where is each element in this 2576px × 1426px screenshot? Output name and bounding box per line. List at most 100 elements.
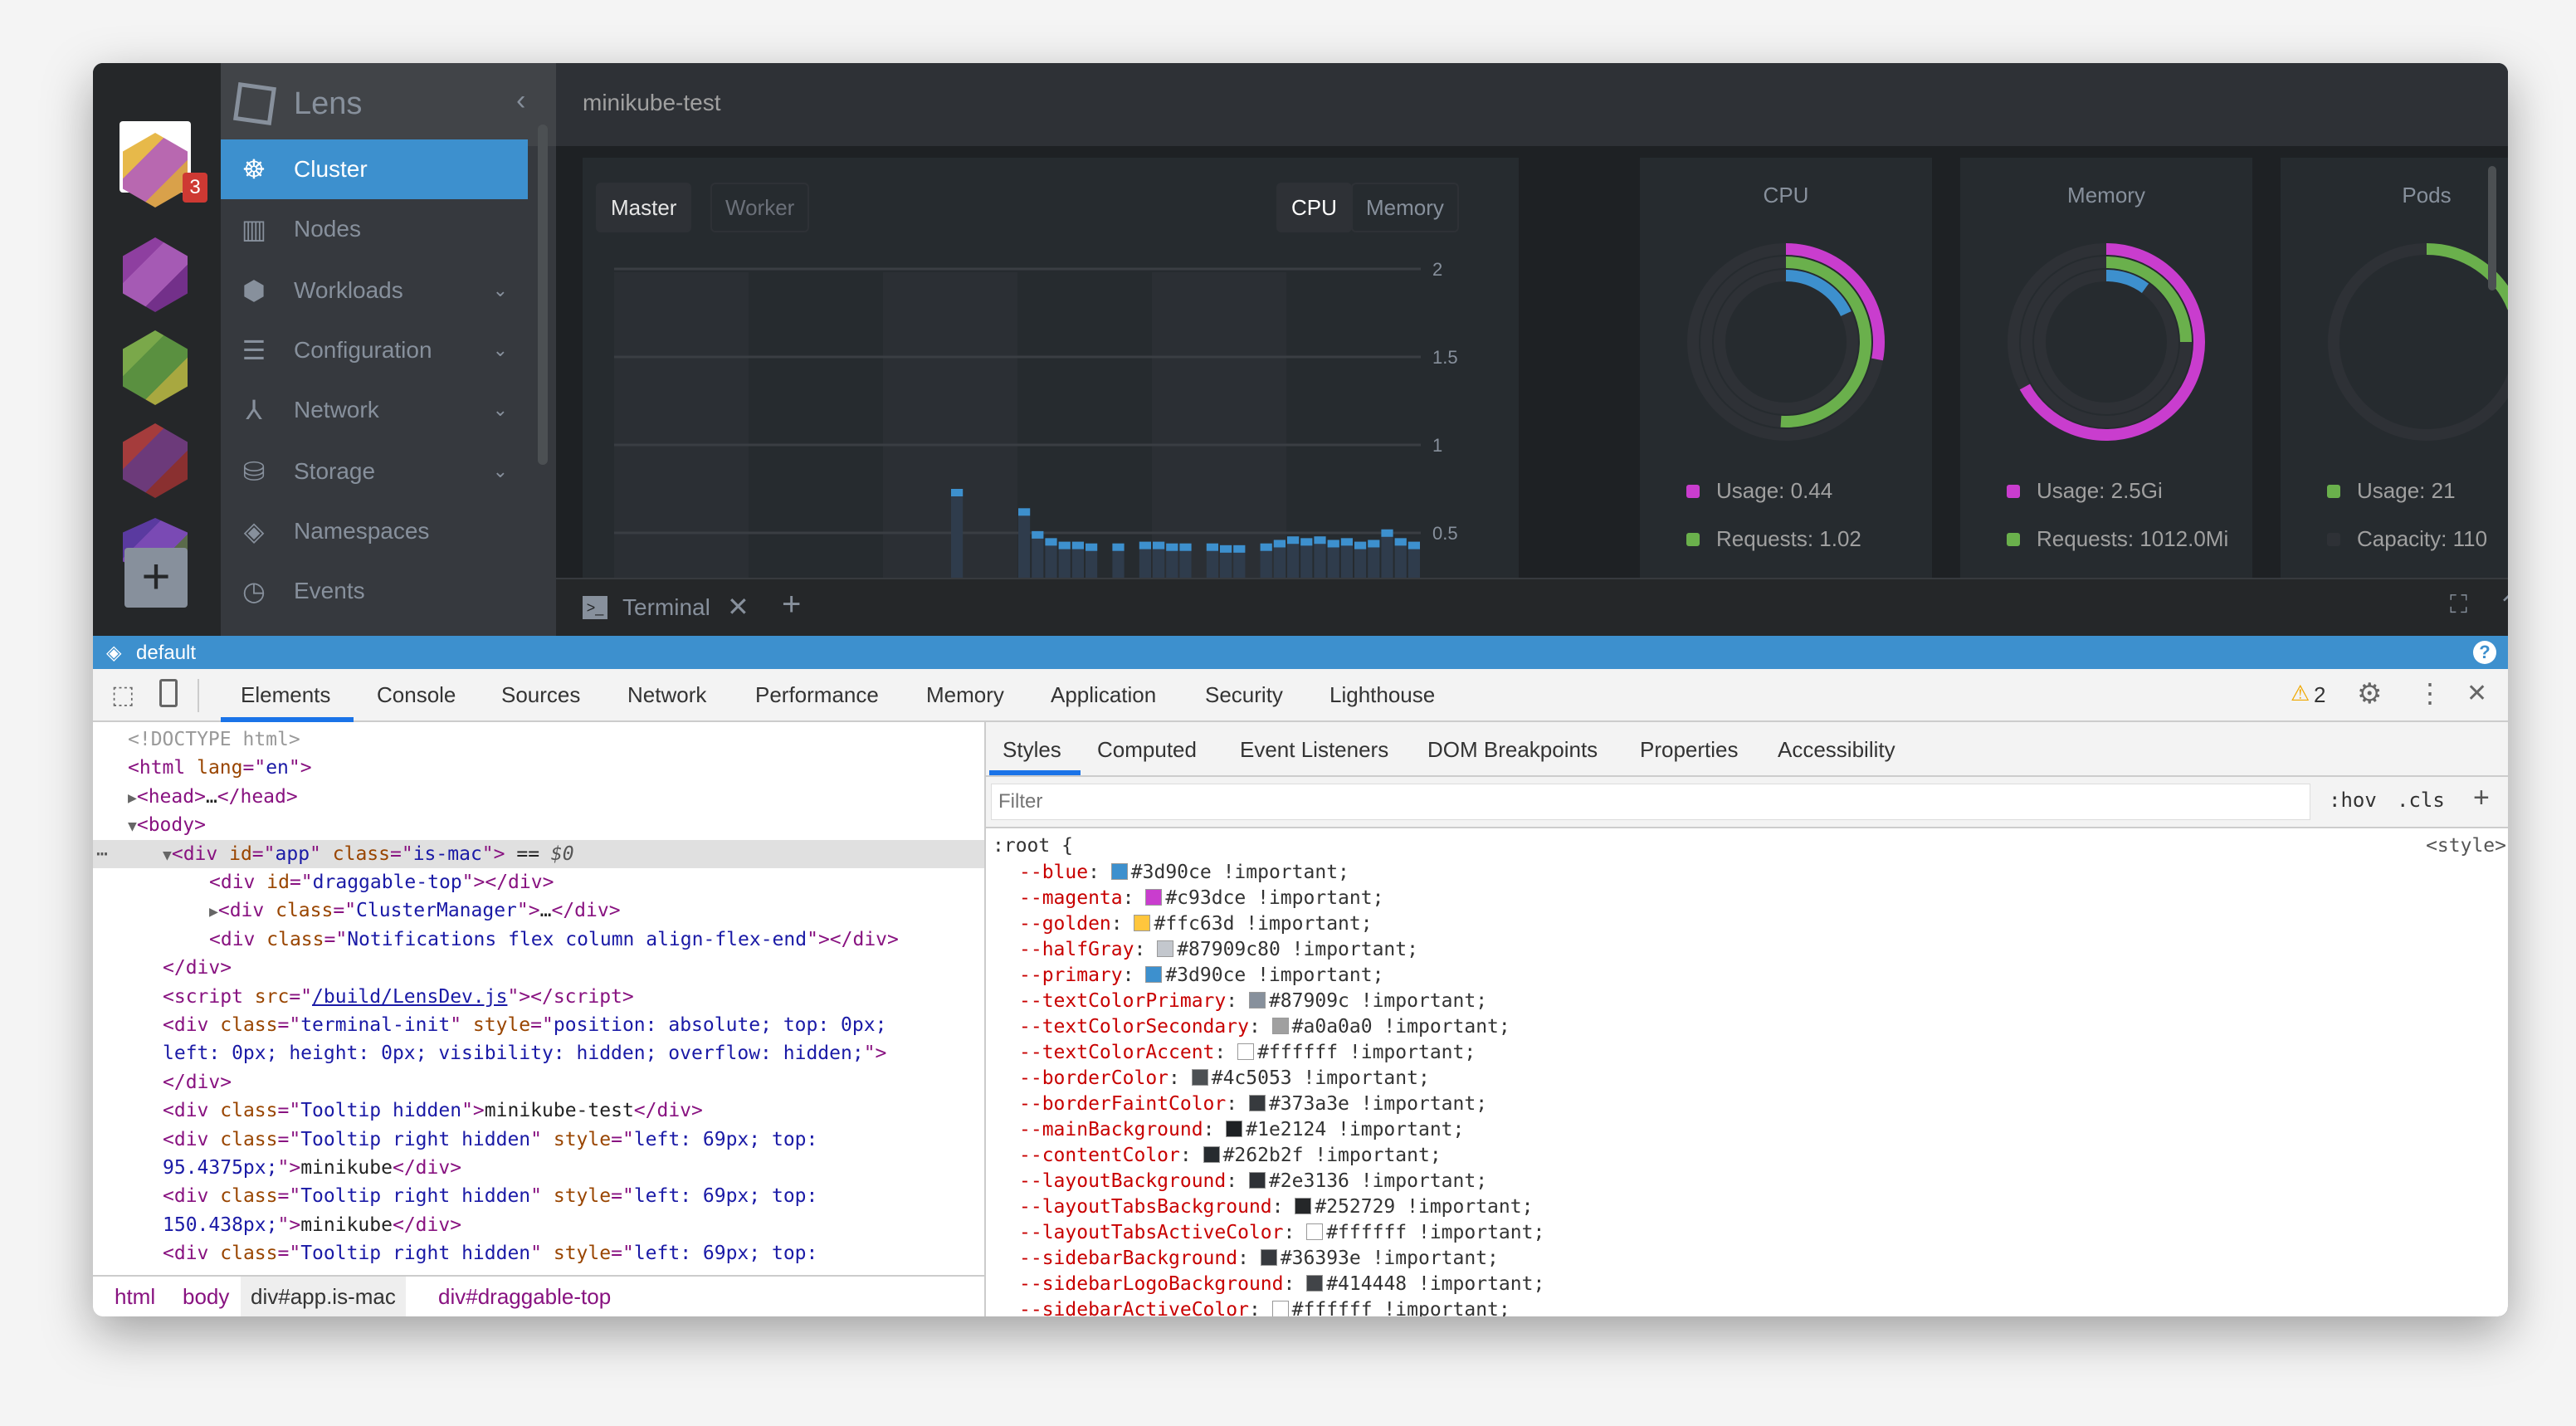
sidebar-item-namespaces[interactable]: ◈ Namespaces [221,501,528,561]
css-declaration[interactable]: --layoutTabsActiveColor: #ffffff !import… [1019,1222,1545,1243]
dom-node[interactable]: <div class="Tooltip right hidden" style=… [93,1182,984,1210]
chevron-down-icon[interactable]: ⌄ [492,280,508,300]
tab-master[interactable]: Master [596,183,692,232]
css-declaration[interactable]: --sidebarLogoBackground: #414448 !import… [1019,1273,1545,1295]
bar[interactable] [1354,541,1367,578]
chevron-up-icon[interactable]: ⌃ [2498,591,2508,620]
bar[interactable] [1408,541,1420,578]
devtools-tab-sources[interactable]: Sources [501,682,581,707]
tab-memory[interactable]: Memory [1351,183,1459,232]
devtools-tab-console[interactable]: Console [377,682,456,707]
breadcrumb-item[interactable]: body [183,1284,230,1309]
devtools-tab-application[interactable]: Application [1051,682,1157,707]
css-declaration[interactable]: --textColorPrimary: #87909c !important; [1019,990,1488,1012]
chevron-down-icon[interactable]: ⌄ [492,461,508,481]
help-icon[interactable]: ? [2473,641,2496,664]
color-swatch[interactable] [1248,1172,1266,1189]
color-swatch[interactable] [1134,915,1151,931]
dom-node[interactable]: <div class="terminal-init" style="positi… [93,1011,984,1039]
more-icon[interactable]: ⋯ [96,842,108,865]
color-swatch[interactable] [1203,1146,1220,1163]
dom-node[interactable]: left: 0px; height: 0px; visibility: hidd… [93,1039,984,1067]
bar[interactable] [1153,541,1165,578]
css-declaration[interactable]: --golden: #ffc63d !important; [1019,913,1373,935]
styles-filter-input[interactable] [991,784,2310,820]
bar[interactable] [1233,545,1246,578]
close-devtools-icon[interactable]: ✕ [2466,680,2488,707]
sidebar-item-events[interactable]: ◷ Events [221,561,528,621]
styles-tab-computed[interactable]: Computed [1097,737,1197,762]
dom-node[interactable]: <script src="/build/LensDev.js"></script… [93,983,984,1011]
dom-node[interactable]: ⋯ ▼<div id="app" class="is-mac"> == $0 [93,839,984,868]
styles-tab-dom-breakpoints[interactable]: DOM Breakpoints [1427,737,1598,762]
inspect-element-icon[interactable]: ⬚ [111,681,135,709]
collapse-triangle-icon[interactable]: ▼ [128,818,137,836]
bar[interactable] [1179,543,1192,578]
settings-gear-icon[interactable]: ⚙ [2357,678,2383,710]
color-swatch[interactable] [1248,1095,1266,1111]
color-swatch[interactable] [1271,1301,1289,1316]
styles-tab-event-listeners[interactable]: Event Listeners [1240,737,1389,762]
chevron-down-icon[interactable]: ⌄ [492,339,508,360]
bar[interactable] [1018,508,1031,578]
color-swatch[interactable] [1237,1043,1255,1060]
bar[interactable] [1381,529,1393,578]
bar[interactable] [1287,536,1300,578]
devtools-tab-network[interactable]: Network [627,682,707,707]
bar[interactable] [1327,540,1339,578]
css-declaration[interactable]: --primary: #3d90ce !important; [1019,965,1384,986]
bar[interactable] [1086,543,1098,578]
devtools-tab-performance[interactable]: Performance [755,682,879,707]
color-swatch[interactable] [1248,992,1266,1008]
device-toolbar-icon[interactable] [159,679,178,707]
close-tab-icon[interactable]: ✕ [727,592,749,622]
bar[interactable] [1314,536,1326,578]
sidebar-item-workloads[interactable]: ⬢ Workloads ⌄ [221,261,528,320]
css-declaration[interactable]: --sidebarActiveColor: #ffffff !important… [1019,1299,1510,1316]
css-declaration[interactable]: --textColorAccent: #ffffff !important; [1019,1042,1476,1063]
panel-divider[interactable] [984,722,986,1316]
color-swatch[interactable] [1110,863,1128,880]
dom-node[interactable]: 150.438px;">minikube</div> [93,1211,984,1239]
bar[interactable] [1273,540,1286,578]
sidebar-item-cluster[interactable]: ☸ Cluster [221,139,528,199]
add-cluster-button[interactable]: + [124,548,188,608]
styles-tab-properties[interactable]: Properties [1640,737,1739,762]
class-toggle[interactable]: .cls [2397,789,2445,812]
sidebar-item-storage[interactable]: ⛁ Storage ⌄ [221,442,528,501]
css-declaration[interactable]: --borderColor: #4c5053 !important; [1019,1067,1430,1089]
color-swatch[interactable] [1271,1018,1289,1034]
bar[interactable] [1368,540,1380,578]
dom-node[interactable]: <div id="draggable-top"></div> [93,868,984,896]
bar[interactable] [1300,538,1313,578]
devtools-tab-lighthouse[interactable]: Lighthouse [1329,682,1436,707]
bar[interactable] [1166,543,1178,578]
dom-node[interactable]: <div class="Tooltip right hidden" style=… [93,1126,984,1154]
css-declaration[interactable]: --blue: #3d90ce !important; [1019,862,1349,883]
dom-node[interactable]: ▶<div class="ClusterManager">…</div> [93,896,984,925]
bar[interactable] [1206,543,1218,578]
rule-source-link[interactable]: <style> [2426,835,2506,857]
expand-triangle-icon[interactable]: ▶ [128,789,137,807]
cluster-icon[interactable] [123,423,188,498]
sidebar-item-nodes[interactable]: ▥ Nodes [221,199,528,259]
sidebar-item-network[interactable]: ⅄ Network ⌄ [221,380,528,440]
more-options-icon[interactable]: ⋮ [2417,678,2443,708]
css-declaration[interactable]: --contentColor: #262b2f !important; [1019,1145,1442,1166]
color-swatch[interactable] [1145,966,1163,983]
sidebar-scrollbar[interactable] [538,125,548,465]
bar[interactable] [1032,530,1044,578]
bar[interactable] [1340,538,1353,578]
css-declaration[interactable]: --sidebarBackground: #36393e !important; [1019,1248,1499,1269]
expand-triangle-icon[interactable]: ▶ [209,903,218,921]
breadcrumb-item[interactable]: html [115,1284,156,1309]
hover-state-toggle[interactable]: :hov [2329,789,2377,812]
color-swatch[interactable] [1191,1069,1208,1086]
css-declaration[interactable]: --textColorSecondary: #a0a0a0 !important… [1019,1016,1510,1038]
chevron-down-icon[interactable]: ⌄ [492,399,508,420]
dom-node[interactable]: <!DOCTYPE html> [93,725,984,754]
color-swatch[interactable] [1306,1223,1324,1240]
bar[interactable] [1071,541,1084,578]
new-tab-icon[interactable]: + [782,586,802,623]
dom-node[interactable]: </div> [93,1068,984,1096]
